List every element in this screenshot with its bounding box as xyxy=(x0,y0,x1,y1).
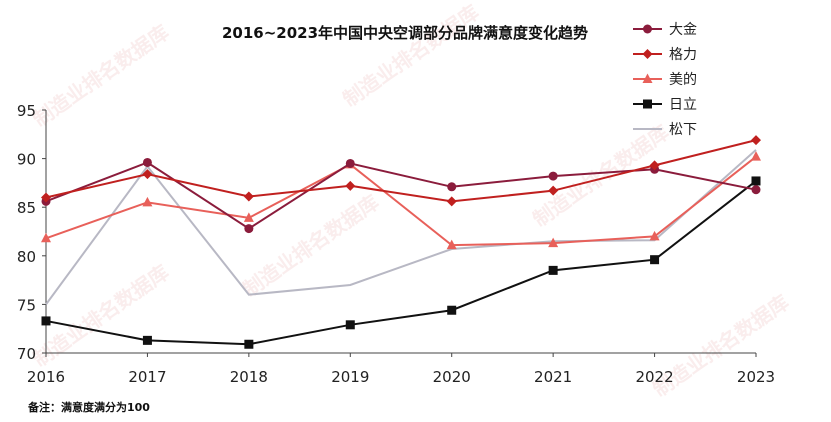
series-point xyxy=(548,237,559,248)
series-line xyxy=(45,155,757,247)
series-point xyxy=(142,196,153,207)
x-tick-label: 2020 xyxy=(433,368,471,386)
series-point xyxy=(41,232,51,243)
series-point xyxy=(446,196,457,207)
legend-point xyxy=(643,99,652,109)
series-point xyxy=(41,316,51,326)
series-point xyxy=(41,192,51,203)
series-日立 xyxy=(41,176,761,349)
chart-title: 2016~2023年中国中央空调部分品牌满意度变化趋势 xyxy=(222,24,588,42)
series-point xyxy=(548,265,558,275)
y-tick-label: 95 xyxy=(17,102,36,120)
series-松下 xyxy=(45,149,757,305)
legend-label: 格力 xyxy=(669,47,697,63)
series-point xyxy=(345,320,355,330)
legend-point xyxy=(642,49,653,59)
series-line xyxy=(45,139,757,203)
series-格力 xyxy=(41,135,761,207)
y-tick-label: 90 xyxy=(17,151,36,169)
series-point xyxy=(751,135,761,146)
series-point xyxy=(244,224,254,234)
series-point xyxy=(243,212,254,222)
series-point xyxy=(345,158,355,168)
series-point xyxy=(142,335,152,345)
legend-item: 美的 xyxy=(633,72,697,88)
axes: 70 75 80 85 90 95 2016 2017 2018 2019 2020 2021 2022… xyxy=(17,102,775,386)
series-point xyxy=(548,185,559,196)
legend-item: 格力 xyxy=(633,47,697,63)
series-line xyxy=(45,180,757,346)
series-point xyxy=(447,182,457,192)
series-point xyxy=(142,157,152,167)
series-line xyxy=(45,149,757,305)
legend-point xyxy=(642,73,653,83)
y-tick-label: 70 xyxy=(17,345,36,363)
x-tick-label: 2019 xyxy=(331,368,369,386)
y-tick-label: 80 xyxy=(17,248,36,266)
x-tick-label: 2023 xyxy=(737,368,775,386)
series-point xyxy=(548,171,558,181)
series-point xyxy=(142,169,153,180)
y-tick-label: 85 xyxy=(17,199,36,217)
legend-label: 美的 xyxy=(669,72,697,88)
legend-label: 日立 xyxy=(669,97,697,113)
legend-point xyxy=(643,24,652,34)
x-tick-label: 2021 xyxy=(534,368,572,386)
series-point xyxy=(345,180,356,191)
x-tick-label: 2018 xyxy=(230,368,268,386)
legend-item: 大金 xyxy=(633,22,697,38)
series-point xyxy=(751,176,761,186)
series-point xyxy=(244,339,254,349)
series-point xyxy=(447,305,457,315)
series-layer xyxy=(41,135,761,349)
footnote: 备注：满意度满分为100 xyxy=(28,401,150,414)
series-point xyxy=(751,151,761,161)
x-tick-label: 2017 xyxy=(128,368,166,386)
legend-label: 大金 xyxy=(669,22,697,38)
series-point xyxy=(243,191,254,202)
x-tick-label: 2016 xyxy=(27,368,65,386)
legend-item: 松下 xyxy=(633,122,697,138)
series-point xyxy=(649,160,660,171)
series-point xyxy=(751,185,761,195)
series-point xyxy=(650,255,660,265)
x-tick-label: 2022 xyxy=(635,368,673,386)
series-point xyxy=(649,230,660,241)
legend-item: 日立 xyxy=(633,97,697,113)
y-tick-label: 75 xyxy=(17,296,36,314)
legend-label: 松下 xyxy=(669,122,697,138)
series-point xyxy=(446,239,457,250)
